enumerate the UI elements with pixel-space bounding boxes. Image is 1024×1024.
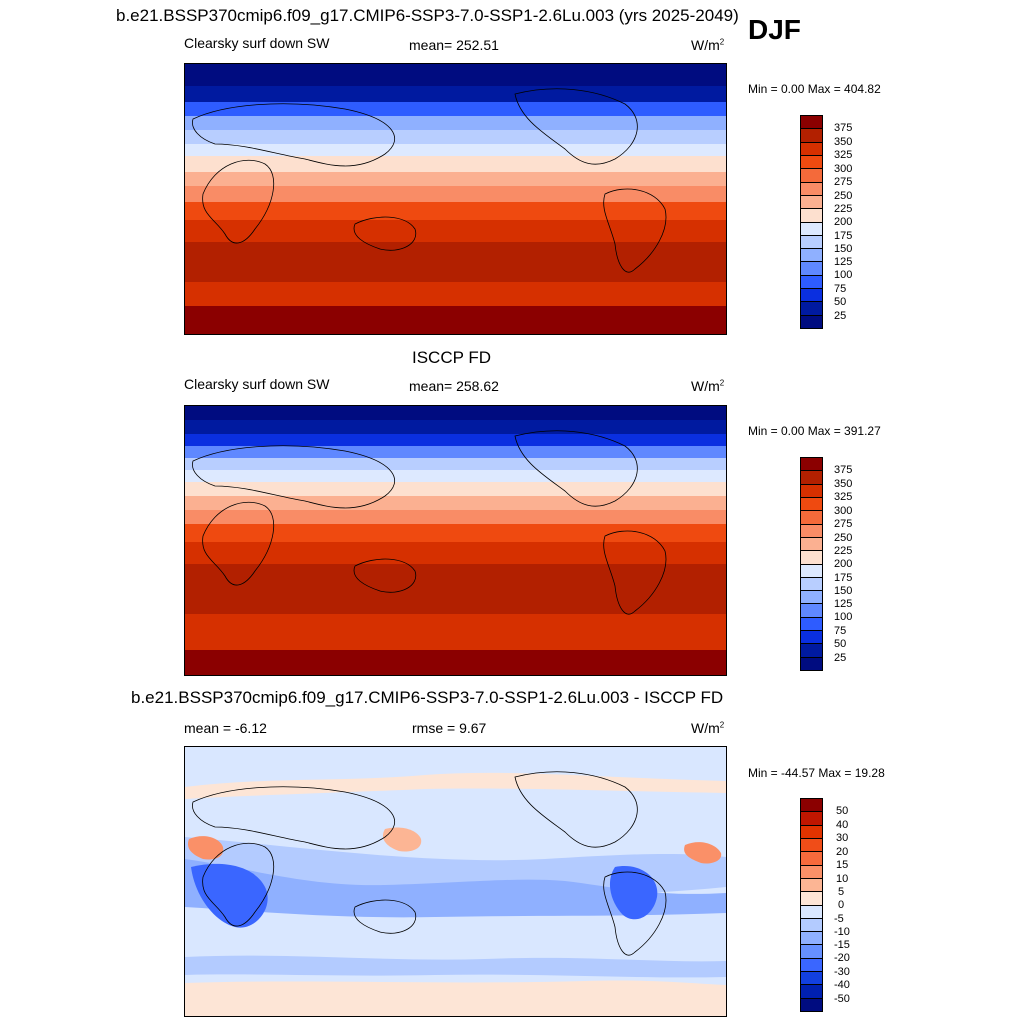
colorbar-label: 100: [834, 269, 853, 281]
panel2-map: [184, 405, 727, 676]
colorbar-label: -5: [834, 913, 844, 925]
colorbar-label: 40: [836, 819, 849, 831]
colorbar-label: 175: [834, 572, 853, 584]
colorbar-label: 50: [834, 296, 847, 308]
colorbar-label: 275: [834, 176, 853, 188]
panel3-mean: mean = -6.12: [184, 720, 267, 736]
colorbar-label: 100: [834, 611, 853, 623]
colorbar-label: -15: [834, 939, 850, 951]
colorbar-label: 300: [834, 505, 853, 517]
colorbar-label: 225: [834, 203, 853, 215]
panel1-variable: Clearsky surf down SW: [184, 35, 330, 51]
colorbar-label: 0: [838, 899, 845, 911]
colorbar-label: 75: [834, 283, 847, 295]
panel2-colorbar: [800, 457, 823, 671]
colorbar-label: 250: [834, 532, 853, 544]
colorbar-label: 10: [836, 873, 849, 885]
panel2-units: W/m2: [691, 378, 725, 394]
colorbar-label: 5: [838, 886, 845, 898]
colorbar-label: 25: [834, 310, 847, 322]
panel1-mean: mean= 252.51: [409, 37, 499, 53]
colorbar-label: 325: [834, 149, 853, 161]
colorbar-label: 50: [834, 638, 847, 650]
season-label: DJF: [748, 14, 801, 45]
colorbar-label: -30: [834, 966, 850, 978]
panel2-mean: mean= 258.62: [409, 378, 499, 394]
colorbar-label: 300: [834, 163, 853, 175]
panel3-colorbar: [800, 798, 823, 1012]
panel2-minmax: Min = 0.00 Max = 391.27: [748, 424, 881, 438]
colorbar-label: -50: [834, 993, 850, 1005]
panel1-units: W/m2: [691, 37, 725, 53]
colorbar-label: 225: [834, 545, 853, 557]
colorbar-label: 200: [834, 216, 853, 228]
colorbar-label: 375: [834, 464, 853, 476]
colorbar-label: 200: [834, 558, 853, 570]
colorbar-label: 30: [836, 832, 849, 844]
colorbar-label: 175: [834, 230, 853, 242]
colorbar-label: 20: [836, 846, 849, 858]
colorbar-label: 50: [836, 805, 849, 817]
colorbar-label: 350: [834, 478, 853, 490]
colorbar-label: -10: [834, 926, 850, 938]
panel1-colorbar: [800, 115, 823, 329]
colorbar-label: 75: [834, 625, 847, 637]
panel3-rmse: rmse = 9.67: [412, 720, 487, 736]
panel3-units: W/m2: [691, 720, 725, 736]
colorbar-label: 150: [834, 585, 853, 597]
colorbar-label: 325: [834, 491, 853, 503]
panel2-variable: Clearsky surf down SW: [184, 376, 330, 392]
colorbar-label: 250: [834, 190, 853, 202]
panel3-title: b.e21.BSSP370cmip6.f09_g17.CMIP6-SSP3-7.…: [131, 688, 724, 707]
colorbar-label: 350: [834, 136, 853, 148]
colorbar-label: -20: [834, 952, 850, 964]
page-title: b.e21.BSSP370cmip6.f09_g17.CMIP6-SSP3-7.…: [116, 6, 739, 25]
colorbar-label: 125: [834, 598, 853, 610]
panel2-title: ISCCP FD: [412, 348, 492, 367]
colorbar-label: -40: [834, 979, 850, 991]
colorbar-label: 15: [836, 859, 849, 871]
colorbar-label: 375: [834, 122, 853, 134]
colorbar-label: 275: [834, 518, 853, 530]
panel1-map: [184, 63, 727, 335]
colorbar-label: 125: [834, 256, 853, 268]
panel3-minmax: Min = -44.57 Max = 19.28: [748, 766, 885, 780]
panel1-minmax: Min = 0.00 Max = 404.82: [748, 82, 881, 96]
colorbar-label: 150: [834, 243, 853, 255]
panel3-map: [184, 746, 727, 1017]
colorbar-label: 25: [834, 652, 847, 664]
